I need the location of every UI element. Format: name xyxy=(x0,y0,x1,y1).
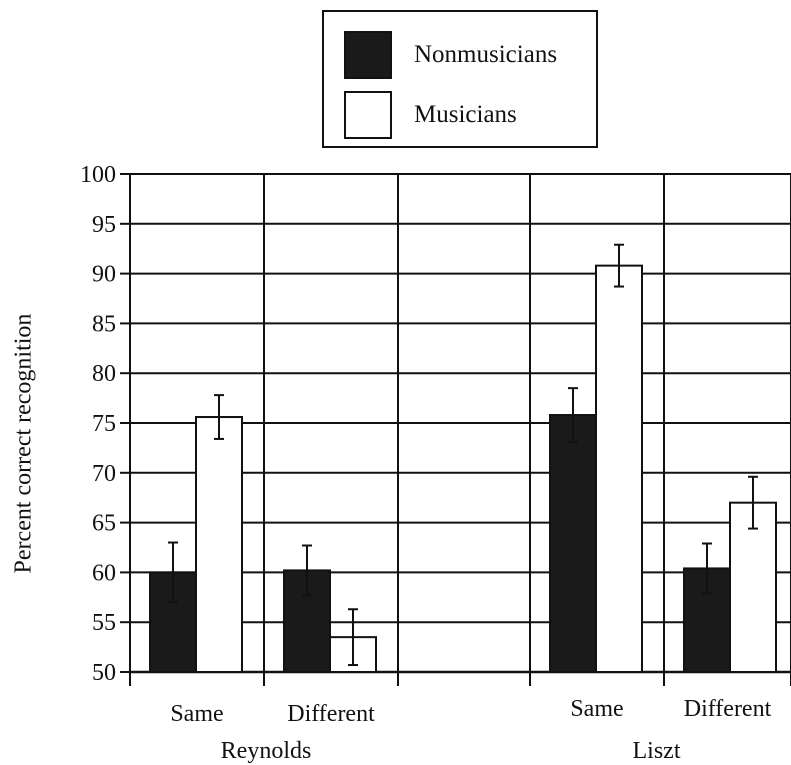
legend-item-nonmusicians: Nonmusicians xyxy=(344,30,557,80)
y-tick-label-85: 85 xyxy=(92,311,116,337)
legend-swatch-nonmusicians xyxy=(344,31,392,79)
y-tick-label-90: 90 xyxy=(92,262,116,288)
legend-swatch-musicians xyxy=(344,91,392,139)
y-tick-label-95: 95 xyxy=(92,212,116,238)
bar-nonmusicians-2 xyxy=(550,415,596,672)
x-category-label-0: Same xyxy=(170,701,223,727)
x-category-label-3: Different xyxy=(684,696,772,722)
y-tick-label-60: 60 xyxy=(92,560,116,586)
y-tick-label-65: 65 xyxy=(92,511,116,537)
bar-musicians-0 xyxy=(196,417,242,672)
legend-label-musicians: Musicians xyxy=(414,101,517,129)
legend-label-nonmusicians: Nonmusicians xyxy=(414,41,557,69)
y-axis-label: Percent correct recognition xyxy=(10,313,37,573)
y-tick-label-100: 100 xyxy=(80,162,116,188)
x-group-label-reynolds: Reynolds xyxy=(221,738,312,764)
legend-item-musicians: Musicians xyxy=(344,90,517,140)
y-tick-label-55: 55 xyxy=(92,610,116,636)
x-category-label-1: Different xyxy=(287,701,375,727)
legend: Nonmusicians Musicians xyxy=(322,10,598,148)
y-tick-label-75: 75 xyxy=(92,411,116,437)
y-tick-label-80: 80 xyxy=(92,361,116,387)
x-group-label-liszt: Liszt xyxy=(633,738,681,764)
bar-musicians-2 xyxy=(596,266,642,672)
y-tick-label-50: 50 xyxy=(92,660,116,686)
y-tick-label-70: 70 xyxy=(92,461,116,487)
x-category-label-2: Same xyxy=(570,696,623,722)
